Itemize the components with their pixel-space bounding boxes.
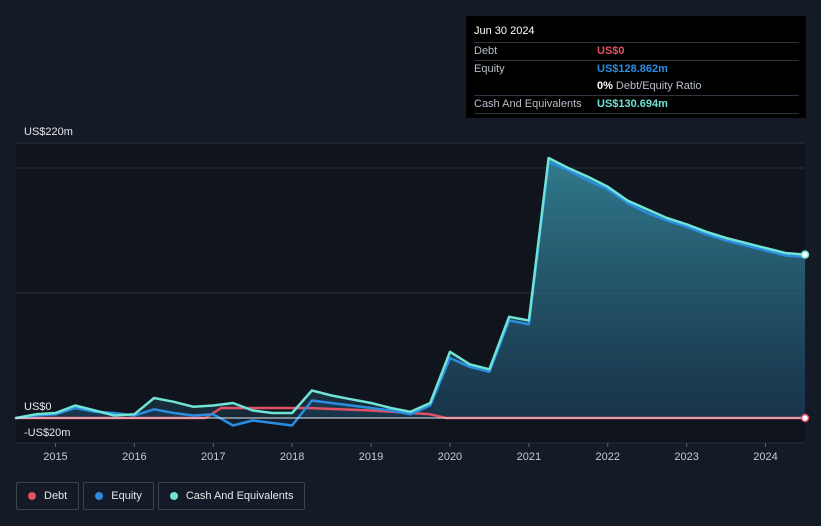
end-markers [800,250,810,423]
x-tick-label-2019: 2019 [359,451,383,463]
tooltip-row-cash: Cash And Equivalents US$130.694m [474,95,799,113]
tooltip-equity-value: US$128.862m [597,63,668,75]
tooltip-date: Jun 30 2024 [474,25,535,37]
x-tick-label-2021: 2021 [517,451,541,463]
tooltip-debt-label: Debt [474,45,498,57]
tooltip-equity-label: Equity [474,63,505,75]
legend-label-cash: Cash And Equivalents [185,490,294,502]
tooltip-row-debt: Debt US$0 [474,42,799,60]
x-tick-label-2018: 2018 [280,451,304,463]
cash-swatch-icon [169,492,178,500]
series-areas [16,158,805,426]
legend-item-cash[interactable]: Cash And Equivalents [157,482,306,510]
y-axis-labels: US$220m US$0 -US$20m [24,126,73,439]
x-tick-label-2015: 2015 [43,451,67,463]
legend-label-debt: Debt [44,490,68,502]
debt-swatch-icon [28,492,36,500]
y-tick-label-0: US$220m [24,126,73,138]
x-tick-label-2024: 2024 [753,451,777,463]
x-tick-label-2017: 2017 [201,451,225,463]
chart-legend: Debt Equity Cash And Equivalents [16,482,309,510]
y-tick-label-2: -US$20m [24,427,70,439]
cash-area-fill [16,158,805,418]
data-tooltip: Jun 30 2024 Debt US$0 Equity US$128.862m… [466,16,806,118]
x-tick-label-2023: 2023 [674,451,698,463]
tooltip-ratio-text: Debt/Equity Ratio [615,80,702,92]
equity-line [14,160,807,427]
x-tick-label-2022: 2022 [596,451,620,463]
tooltip-cash-label: Cash And Equivalents [474,98,582,110]
tooltip-debt-value: US$0 [597,45,625,57]
cash-line [14,156,807,420]
equity-swatch-icon [95,492,104,500]
series-lines [14,156,807,427]
tooltip-ratio-percent: 0% [597,80,613,92]
x-tick-label-2020: 2020 [438,451,462,463]
debt-end-marker [800,413,810,423]
x-axis-labels: 2015 2016 2017 2018 2019 2020 2021 2022 2023 2024 [43,443,778,463]
tooltip-row-equity: Equity US$128.862m [474,60,799,78]
legend-item-equity[interactable]: Equity [83,482,154,510]
cash-end-marker [800,250,810,259]
tooltip-row-ratio: 0% Debt/Equity Ratio [474,78,799,95]
x-tick-label-2016: 2016 [122,451,146,463]
y-tick-label-1: US$0 [24,401,52,413]
legend-label-equity: Equity [111,490,142,502]
equity-area-fill [16,161,805,426]
legend-item-debt[interactable]: Debt [16,482,80,510]
tooltip-cash-value: US$130.694m [597,98,668,110]
